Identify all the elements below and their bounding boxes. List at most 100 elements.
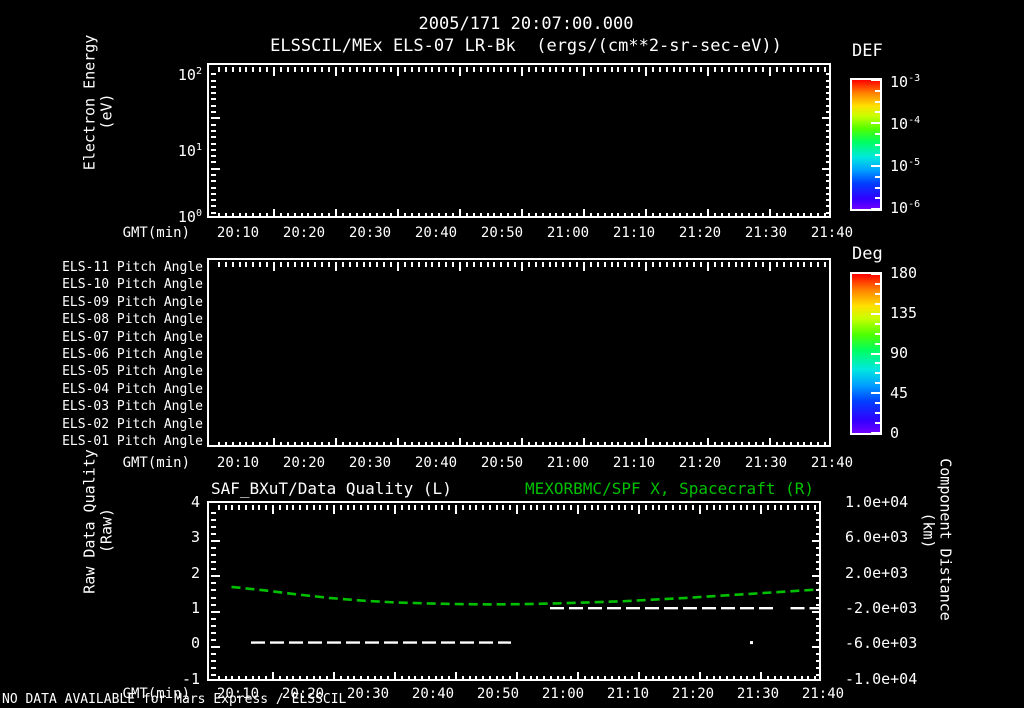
axis-tick bbox=[638, 672, 640, 681]
raw-data-quality-tick: -1 bbox=[181, 669, 200, 688]
axis-tick bbox=[348, 67, 351, 72]
pitch-angle-row-labels: ELS-11 Pitch Angle ELS-10 Pitch Angle ELS-… bbox=[55, 255, 203, 450]
axis-tick bbox=[727, 67, 730, 72]
pitch-angle-row-label: ELS-04 Pitch Angle bbox=[62, 381, 203, 397]
axis-tick bbox=[211, 167, 220, 170]
axis-tick bbox=[459, 262, 461, 271]
axis-tick bbox=[362, 262, 365, 267]
axis-tick bbox=[293, 262, 296, 267]
axis-tick bbox=[617, 442, 620, 447]
axis-tick bbox=[773, 676, 776, 681]
axis-tick bbox=[589, 67, 592, 72]
axis-tick bbox=[824, 67, 827, 72]
axis-tick bbox=[816, 617, 821, 620]
axis-tick bbox=[719, 505, 722, 510]
axis-tick bbox=[762, 262, 765, 267]
axis-tick bbox=[732, 505, 735, 510]
axis-tick bbox=[596, 442, 599, 447]
axis-tick bbox=[638, 67, 641, 72]
axis-tick bbox=[748, 213, 751, 218]
axis-tick bbox=[265, 505, 268, 510]
pitch-angle-row-label: ELS-10 Pitch Angle bbox=[62, 277, 203, 293]
axis-tick bbox=[516, 672, 518, 681]
axis-tick bbox=[238, 213, 241, 218]
time-tick-label: 20:30 bbox=[348, 455, 392, 471]
axis-tick bbox=[671, 676, 674, 681]
axis-tick bbox=[590, 676, 593, 681]
axis-tick bbox=[713, 442, 716, 447]
axis-tick bbox=[603, 213, 606, 218]
axis-tick bbox=[300, 67, 303, 72]
axis-tick bbox=[789, 213, 792, 218]
time-tick-label: 20:40 bbox=[414, 225, 458, 241]
axis-tick bbox=[307, 262, 310, 267]
axis-tick bbox=[775, 213, 778, 218]
axis-tick bbox=[438, 67, 441, 72]
axis-tick bbox=[631, 676, 634, 681]
axis-tick bbox=[211, 92, 216, 95]
axis-tick bbox=[624, 676, 627, 681]
axis-tick bbox=[455, 672, 457, 681]
axis-tick bbox=[507, 262, 510, 267]
axis-tick bbox=[555, 442, 558, 447]
colorbar-major-tick bbox=[871, 122, 880, 124]
axis-tick bbox=[417, 262, 420, 267]
axis-tick bbox=[789, 442, 792, 447]
axis-tick bbox=[712, 676, 715, 681]
axis-tick bbox=[555, 262, 558, 267]
axis-tick bbox=[816, 582, 821, 585]
axis-tick bbox=[224, 262, 227, 267]
axis-tick bbox=[273, 262, 275, 271]
axis-tick bbox=[211, 148, 216, 151]
axis-tick bbox=[479, 67, 482, 72]
time-tick-label: 20:50 bbox=[476, 686, 520, 702]
electron-energy-plot-area[interactable] bbox=[207, 63, 831, 218]
axis-tick bbox=[455, 505, 457, 514]
axis-tick bbox=[766, 505, 769, 510]
axis-tick bbox=[760, 672, 762, 681]
axis-tick bbox=[617, 676, 620, 681]
axis-tick bbox=[583, 676, 586, 681]
data-quality-plot-area[interactable] bbox=[207, 501, 821, 681]
axis-tick bbox=[355, 67, 358, 72]
axis-tick bbox=[335, 209, 337, 218]
axis-tick bbox=[803, 262, 806, 267]
axis-tick bbox=[570, 505, 573, 510]
axis-tick bbox=[775, 262, 778, 267]
axis-tick bbox=[472, 67, 475, 72]
axis-tick bbox=[529, 505, 532, 510]
axis-tick bbox=[534, 213, 537, 218]
axis-tick bbox=[468, 676, 471, 681]
axis-tick bbox=[231, 213, 234, 218]
axis-tick bbox=[397, 262, 399, 271]
axis-tick bbox=[562, 262, 565, 267]
time-tick-label: 20:20 bbox=[282, 455, 326, 471]
axis-tick bbox=[394, 505, 396, 514]
axis-tick bbox=[780, 676, 783, 681]
axis-tick bbox=[211, 173, 216, 176]
axis-tick bbox=[748, 442, 751, 447]
axis-tick bbox=[726, 505, 729, 510]
component-distance-tick: 2.0e+03 bbox=[845, 563, 909, 582]
axis-tick bbox=[755, 262, 758, 267]
axis-tick bbox=[816, 666, 821, 669]
axis-tick bbox=[211, 582, 216, 585]
raw-data-quality-tick: 3 bbox=[190, 528, 200, 547]
axis-tick bbox=[387, 676, 390, 681]
colorbar-minor-tick bbox=[875, 175, 880, 178]
axis-tick bbox=[407, 505, 410, 510]
axis-tick bbox=[390, 262, 393, 267]
axis-tick bbox=[507, 67, 510, 72]
axis-tick bbox=[292, 676, 295, 681]
axis-tick bbox=[245, 67, 248, 72]
raw-data-quality-tick: 2 bbox=[190, 563, 200, 582]
axis-tick bbox=[400, 676, 403, 681]
axis-tick bbox=[816, 526, 821, 529]
pitch-angle-plot-area[interactable] bbox=[207, 258, 831, 447]
axis-tick bbox=[299, 676, 302, 681]
time-tick-label: 20:10 bbox=[216, 686, 260, 702]
axis-tick bbox=[328, 262, 331, 267]
axis-tick bbox=[583, 438, 585, 447]
colorbar-minor-tick bbox=[875, 111, 880, 114]
axis-tick bbox=[293, 67, 296, 72]
